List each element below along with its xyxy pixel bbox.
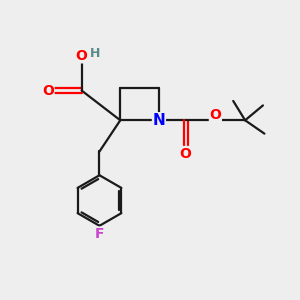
Text: O: O	[76, 49, 88, 63]
Text: N: N	[152, 113, 165, 128]
Text: O: O	[180, 147, 192, 160]
Text: F: F	[95, 227, 104, 241]
Text: O: O	[42, 84, 54, 98]
Text: O: O	[209, 108, 221, 122]
Text: H: H	[90, 47, 100, 60]
